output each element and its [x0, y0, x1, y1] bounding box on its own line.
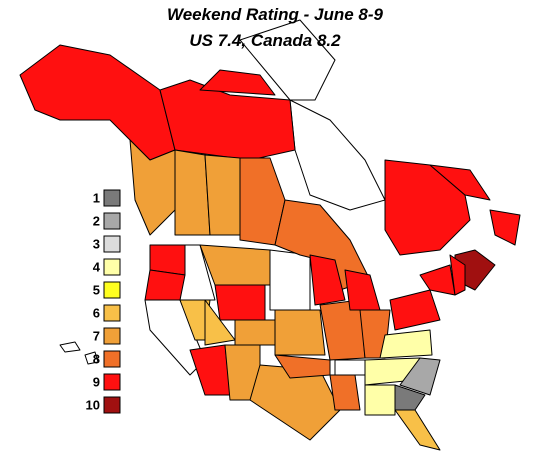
region: [274, 309, 326, 356]
region: [389, 289, 441, 331]
region: [379, 329, 433, 359]
legend-label: 5: [93, 282, 100, 297]
legend-label: 1: [93, 190, 100, 205]
region: [344, 269, 381, 311]
region: [174, 149, 211, 236]
legend-swatch: [103, 327, 121, 345]
legend-label: 6: [93, 305, 100, 320]
region: [189, 344, 231, 396]
region: [19, 44, 176, 161]
legend-swatch: [103, 189, 121, 207]
legend-swatch: [103, 350, 121, 368]
legend-swatch: [103, 258, 121, 276]
region: [199, 244, 271, 286]
legend-label: 9: [93, 374, 100, 389]
region: [399, 357, 441, 396]
hudson-region: [289, 99, 386, 211]
region: [449, 254, 466, 296]
region: [234, 319, 276, 346]
legend-label: 10: [86, 397, 100, 412]
region: [214, 284, 266, 321]
legend-swatch: [103, 281, 121, 299]
region: [329, 374, 361, 411]
legend-swatch: [103, 373, 121, 391]
legend-swatch: [103, 304, 121, 322]
dakotas: [269, 249, 311, 311]
legend-label: 7: [93, 328, 100, 343]
region: [394, 409, 441, 451]
arctic-islands: [239, 19, 336, 101]
region: [419, 264, 456, 296]
region: [364, 384, 396, 416]
region: [204, 154, 241, 236]
legend-label: 2: [93, 213, 100, 228]
rated-regions: [19, 44, 521, 451]
region: [199, 69, 276, 96]
hawaii-island: [84, 351, 99, 365]
region: [309, 254, 346, 306]
legend-label: 3: [93, 236, 100, 251]
region: [144, 269, 186, 301]
legend-swatch: [103, 235, 121, 253]
legend-label: 8: [93, 351, 100, 366]
legend-label: 4: [93, 259, 101, 274]
legend-swatch: [103, 212, 121, 230]
subtitle: US 7.4, Canada 8.2: [189, 31, 341, 50]
legend: 1 2 3 4 5 6 7 8 9 10: [86, 189, 121, 414]
title: Weekend Rating - June 8-9: [167, 5, 384, 24]
legend-swatch: [103, 396, 121, 414]
hawaii: [59, 341, 81, 353]
arkansas: [334, 359, 366, 376]
region: [489, 209, 521, 246]
region: [429, 164, 491, 201]
